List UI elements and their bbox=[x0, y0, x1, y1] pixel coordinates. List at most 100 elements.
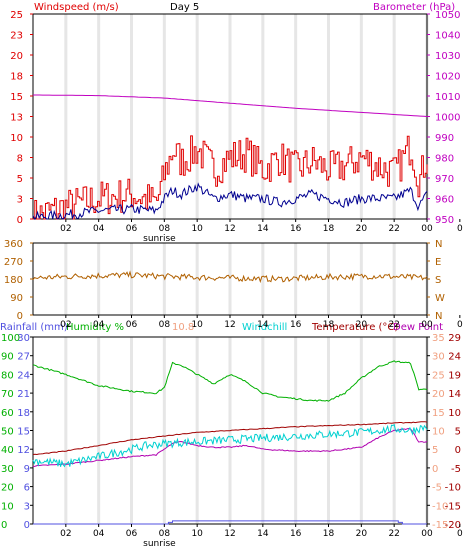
grid-band bbox=[162, 14, 166, 219]
windspeed-axis-title: Windspeed (m/s) bbox=[34, 2, 119, 13]
x-tick-label: 02 bbox=[60, 529, 71, 539]
barometer-tick-label: 980 bbox=[435, 154, 454, 165]
grid-band bbox=[359, 337, 363, 524]
rain-tick-label: 3 bbox=[24, 501, 30, 512]
x-tick-label: 0 bbox=[457, 320, 463, 330]
grid-band bbox=[97, 337, 101, 524]
windspeed-tick-label: 0 bbox=[17, 215, 23, 226]
grid-band bbox=[64, 14, 68, 219]
barometer-tick-label: 960 bbox=[435, 195, 454, 206]
temp-tick-label: 10 bbox=[432, 427, 445, 438]
barometer-tick-label: 1010 bbox=[435, 92, 460, 103]
x-tick-label: 0 bbox=[457, 529, 463, 539]
grid-band bbox=[359, 243, 363, 315]
grid-band bbox=[392, 243, 396, 315]
x-tick-label: 18 bbox=[323, 320, 335, 330]
grid-band bbox=[261, 14, 265, 219]
x-tick-label: 02 bbox=[60, 224, 71, 234]
humidity-tick-label: 70 bbox=[1, 389, 14, 400]
grid-band bbox=[228, 14, 232, 219]
legend-rainfall: Rainfall (mm) bbox=[0, 322, 68, 333]
sunrise-label: sunrise bbox=[143, 234, 176, 244]
rain-tick-label: 6 bbox=[24, 483, 30, 494]
grid-band bbox=[64, 337, 68, 524]
temp-tick-label: 5 bbox=[432, 445, 438, 456]
x-tick-label: 00 bbox=[421, 224, 433, 234]
compass-tick-label: S bbox=[435, 275, 441, 286]
x-tick-label: 02 bbox=[60, 320, 71, 330]
barometer-tick-label: 950 bbox=[435, 215, 454, 226]
x-tick-label: 06 bbox=[126, 224, 138, 234]
x-tick-label: 04 bbox=[93, 224, 105, 234]
barometer-axis-title: Barometer (hPa) bbox=[373, 2, 455, 13]
x-tick-label: 10 bbox=[191, 320, 203, 330]
x-tick-label: 08 bbox=[159, 529, 171, 539]
x-tick-label: 16 bbox=[290, 224, 302, 234]
windspeed-tick-label: 18 bbox=[10, 72, 23, 83]
grid-band bbox=[130, 337, 133, 524]
compass-tick-label: N bbox=[435, 311, 442, 322]
x-tick-label: 18 bbox=[323, 224, 335, 234]
temp-tick-label: -15 bbox=[432, 520, 448, 531]
grid-band bbox=[195, 337, 199, 524]
x-tick-label: 22 bbox=[388, 529, 399, 539]
humidity-tick-label: 80 bbox=[1, 370, 14, 381]
x-tick-label: 04 bbox=[93, 529, 105, 539]
humidity-tick-label: 0 bbox=[1, 520, 7, 531]
humidity-tick-label: 100 bbox=[1, 333, 20, 344]
grid-band bbox=[392, 14, 396, 219]
humidity-tick-label: 20 bbox=[1, 483, 14, 494]
grid-band bbox=[294, 337, 298, 524]
temp-tick-label: 30 bbox=[432, 352, 445, 363]
direction-tick-label: 0 bbox=[17, 311, 23, 322]
grid-band bbox=[64, 243, 68, 315]
humidity-tick-label: 60 bbox=[1, 408, 14, 419]
legend-humidity: Humidity % bbox=[66, 322, 124, 333]
humidity-tick-label: 50 bbox=[1, 427, 14, 438]
dewpoint-tick-label: -20 bbox=[445, 520, 461, 531]
grid-band bbox=[162, 337, 166, 524]
dewpoint-tick-label: 29 bbox=[448, 333, 461, 344]
legend-windchill: Windchill bbox=[242, 322, 287, 333]
series-barometer bbox=[33, 94, 428, 117]
dewpoint-tick-label: 0 bbox=[455, 445, 461, 456]
series-average bbox=[32, 182, 428, 221]
rain-tick-label: 18 bbox=[17, 408, 30, 419]
dewpoint-tick-label: 14 bbox=[448, 389, 461, 400]
series-windchill bbox=[32, 423, 428, 468]
temp-tick-label: 35 bbox=[432, 333, 445, 344]
dewpoint-tick-label: -5 bbox=[451, 464, 461, 475]
x-tick-label: 04 bbox=[93, 320, 105, 330]
grid-band bbox=[97, 14, 101, 219]
humidity-tick-label: 90 bbox=[1, 352, 14, 363]
compass-tick-label: W bbox=[435, 293, 445, 304]
x-tick-label: 12 bbox=[224, 529, 235, 539]
humidity-tick-label: 40 bbox=[1, 445, 14, 456]
x-tick-label: 16 bbox=[290, 320, 302, 330]
series-dewpoint bbox=[32, 427, 428, 467]
sunrise-label: sunrise bbox=[143, 539, 176, 549]
compass-tick-label: E bbox=[435, 257, 441, 268]
x-tick-label: 00 bbox=[421, 320, 433, 330]
grid-band bbox=[327, 337, 330, 524]
x-tick-label: 08 bbox=[159, 320, 171, 330]
rain-tick-label: 30 bbox=[17, 333, 30, 344]
x-tick-label: 06 bbox=[126, 320, 138, 330]
x-tick-label: 14 bbox=[257, 320, 269, 330]
x-tick-label: 08 bbox=[159, 224, 171, 234]
series-rainfall bbox=[33, 520, 427, 525]
grid-band bbox=[261, 337, 265, 524]
temp-tick-label: 15 bbox=[432, 408, 445, 419]
grid-band bbox=[195, 243, 199, 315]
chart-title: Day 5 bbox=[170, 2, 199, 13]
series-humidity bbox=[32, 360, 428, 402]
barometer-tick-label: 1050 bbox=[435, 10, 460, 21]
dewpoint-tick-label: 5 bbox=[455, 427, 461, 438]
barometer-tick-label: 1030 bbox=[435, 51, 460, 62]
dewpoint-tick-label: 24 bbox=[448, 352, 461, 363]
grid-band bbox=[294, 243, 298, 315]
windspeed-tick-label: 23 bbox=[10, 31, 23, 42]
direction-tick-label: 360 bbox=[4, 239, 23, 250]
barometer-tick-label: 970 bbox=[435, 174, 454, 185]
x-tick-label: 20 bbox=[356, 224, 368, 234]
